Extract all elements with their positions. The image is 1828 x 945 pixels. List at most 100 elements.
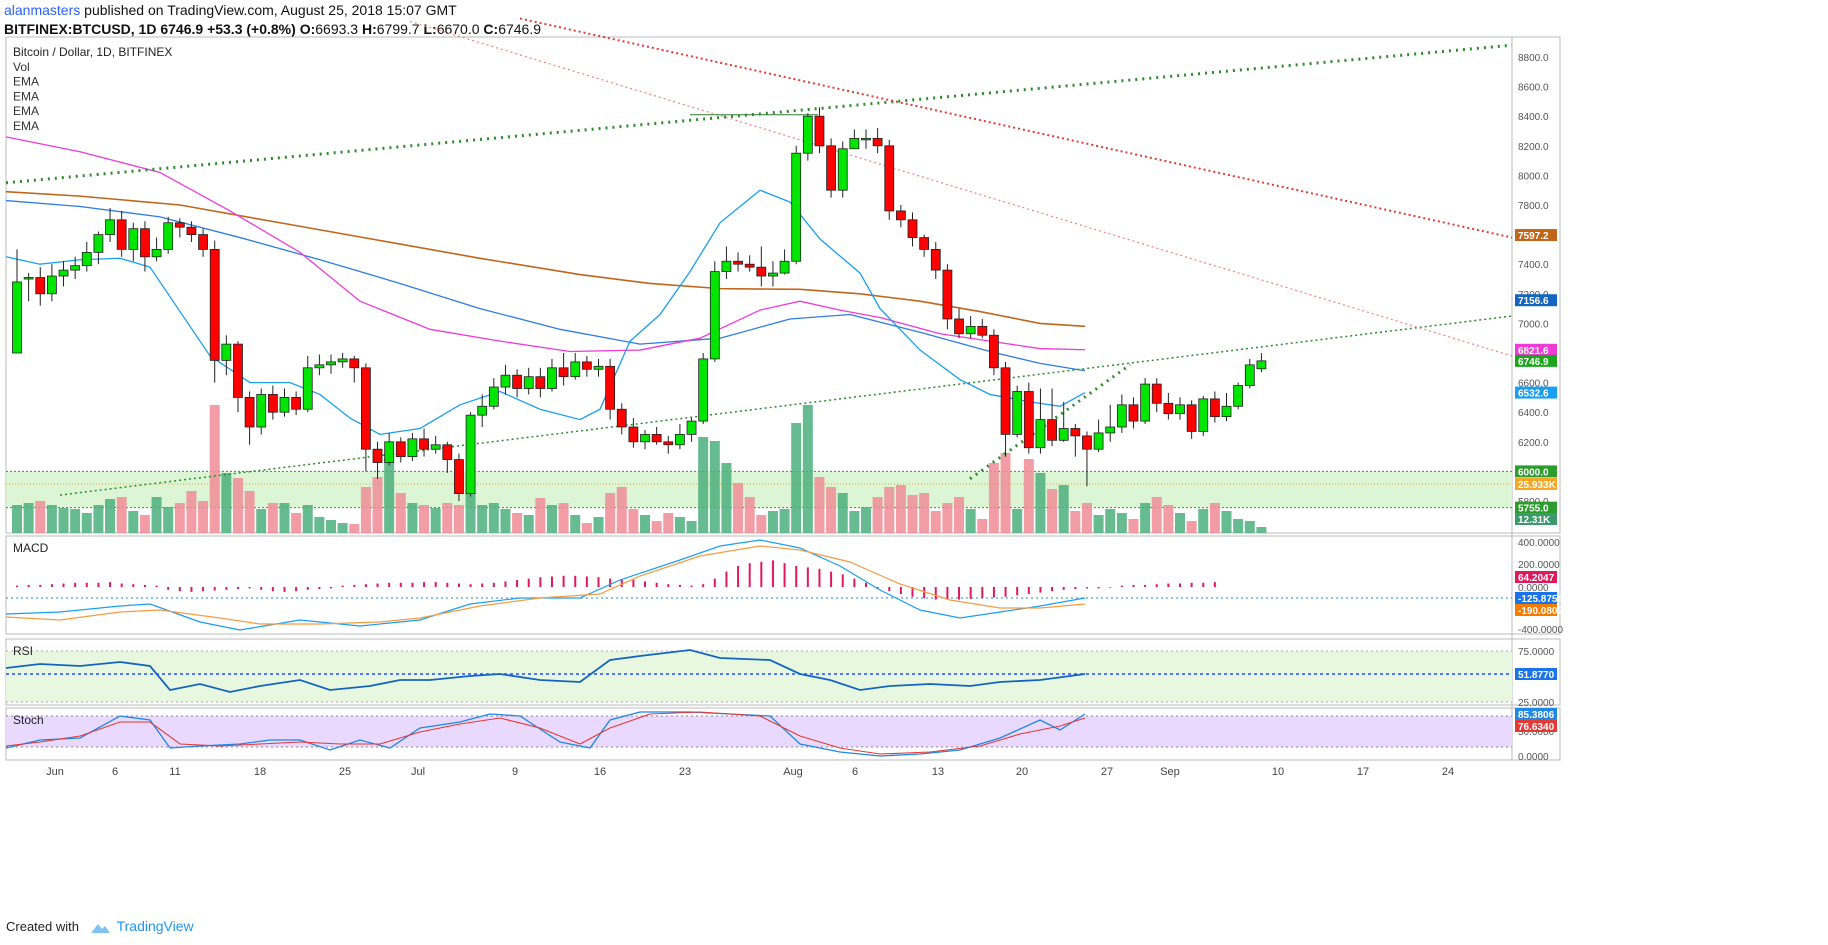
candle-body [174,222,185,228]
time-axis-label: Jul [411,766,425,778]
time-axis-label: Aug [783,766,803,778]
candle-body [244,396,255,428]
candle-body [140,228,150,258]
candle-body [12,281,22,354]
legend-item: EMA [13,104,39,118]
volume-bar [709,441,720,533]
volume-bar [616,487,627,533]
volume-bar [1000,453,1011,533]
volume-bar [826,487,837,533]
volume-bar [535,498,546,533]
candle-body [837,148,848,191]
time-axis-label: 9 [512,766,518,778]
last-price-tag-bg [1515,354,1557,367]
candle-body [651,433,662,443]
candle-body [1233,385,1244,407]
volume-bar [326,520,337,533]
price-tick-label: 7000.0 [1518,319,1549,330]
time-axis-label: 17 [1357,766,1369,778]
volume-bar [663,513,674,533]
volume-bar [105,499,116,533]
close-value: 6746.9 [498,21,542,37]
candle-body [686,420,697,435]
volume-bar [232,478,243,533]
candle-body [733,260,743,265]
volume-bar [1175,513,1185,533]
stoch-title: Stoch [13,713,44,727]
volume-bar [942,503,953,533]
volume-bar [837,493,848,533]
macd-value-tag-bg [1515,592,1557,604]
candle-body [1186,404,1197,432]
volume-bar [314,517,325,533]
candle-body [512,374,522,389]
candle-body [337,358,348,363]
candle-body [791,152,802,262]
volume-bar [1198,509,1209,533]
volume-bar [93,505,104,533]
open-label: O: [299,21,316,37]
price-change: +53.3 (+0.8%) [207,21,296,37]
time-axis-label: Jun [46,766,64,778]
volume-bar [733,483,744,533]
candle-body [46,275,57,295]
last-price: 6746.9 [160,21,204,37]
volume-bar [1081,503,1092,533]
volume-bar [954,497,965,533]
candle-body [105,219,115,236]
volume-bar [1128,519,1139,533]
candle-body [744,263,755,268]
volume-bar [302,505,313,533]
legend-item: EMA [13,119,39,133]
candle-body [23,277,34,280]
candle-body [709,271,720,360]
time-axis-label: 20 [1016,766,1028,778]
candle-body [128,228,139,250]
volume-bar [814,477,825,533]
candle-body [1093,432,1104,450]
time-axis-label: 11 [169,766,180,778]
publish-info: published on TradingView.com, August 25,… [80,2,457,18]
volume-bar [174,503,185,533]
volume-bar [70,509,81,533]
lower-green-trendline [59,315,1513,496]
candle-body [1175,404,1185,415]
zone-lower-tag: 5755.0 [1518,504,1549,515]
footer: Created with TradingView [6,918,194,934]
volume-bar [384,457,395,533]
candle-body [221,343,232,361]
candle-body [477,405,488,416]
volume-bar [674,517,685,533]
volume-avg-tag: 25.933K [1518,480,1557,491]
candle-body [640,433,650,443]
price-tick-label: 8600.0 [1518,83,1549,94]
publish-line: alanmasters published on TradingView.com… [4,2,457,18]
price-tick-label: 6400.0 [1518,408,1549,419]
time-axis-label: 23 [679,766,691,778]
candle-body [163,222,174,250]
tradingview-brand[interactable]: TradingView [116,918,194,934]
candle-body [558,367,569,378]
volume-bar [849,511,860,533]
candle-body [628,426,639,443]
candle-body [977,325,988,336]
volume-bar [453,505,464,533]
candle-body [1000,367,1011,435]
main-pane-frame [5,36,1561,534]
stoch-k-line [5,711,1086,757]
author-link[interactable]: alanmasters [4,2,81,18]
candle-body [581,361,592,370]
candle-body [605,365,616,410]
candle-body [814,115,825,147]
zone-upper-tag-bg [1515,465,1557,478]
signal-line [5,545,1086,625]
legend-title: Bitcoin / Dollar, 1D, BITFINEX [13,45,172,59]
volume-bar [46,505,57,533]
candle-body [768,272,778,277]
volume-bar [23,503,34,533]
volume-bar [686,521,697,533]
volume-bar [12,505,22,533]
volume-bar [779,509,790,533]
candle-body [616,408,627,428]
